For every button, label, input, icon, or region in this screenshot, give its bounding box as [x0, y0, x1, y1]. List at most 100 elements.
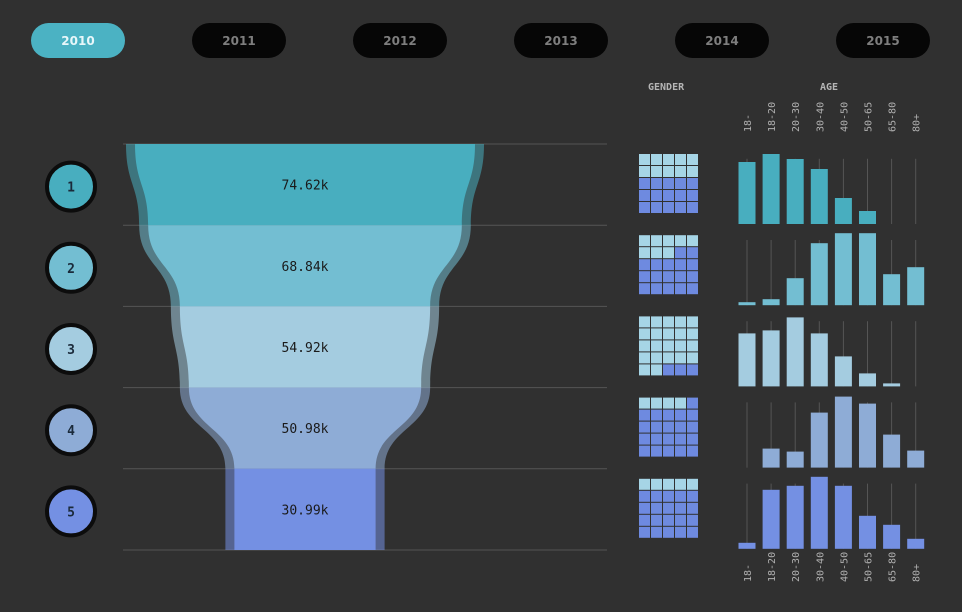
age-header: AGE [820, 82, 839, 93]
gender-cell [639, 514, 650, 526]
gender-cell [663, 190, 674, 201]
gender-cell [687, 271, 698, 283]
gender-cell [687, 316, 698, 328]
gender-cell [663, 478, 674, 490]
gender-cell [663, 502, 674, 514]
gender-cell [687, 166, 698, 177]
gender-cell [675, 490, 686, 502]
gender-cell [639, 397, 650, 409]
gender-cell [687, 178, 698, 189]
gender-cell [651, 235, 662, 247]
gender-cell [651, 340, 662, 352]
age-category-label-bottom: 18-20 [767, 552, 778, 582]
gender-cell [639, 316, 650, 328]
gender-cell [675, 247, 686, 259]
age-category-label-bottom: 65-80 [888, 552, 899, 582]
stage-circle [45, 404, 97, 457]
gender-cell [675, 202, 686, 213]
age-bar [859, 211, 876, 224]
gender-cell [675, 340, 686, 352]
funnel-value-label: 68.84k [282, 260, 329, 275]
funnel-segment [148, 225, 462, 307]
gender-cell [651, 178, 662, 189]
funnel-segment [135, 144, 475, 226]
gender-cell [663, 526, 674, 538]
age-bar [834, 396, 852, 468]
age-bar [738, 542, 756, 549]
year-button-2013[interactable]: 2013 [514, 23, 608, 58]
gender-cell [675, 271, 686, 283]
year-button-2011[interactable]: 2011 [192, 23, 286, 58]
funnel-segment [234, 468, 376, 550]
gender-cell [651, 316, 662, 328]
gender-cell [663, 340, 674, 352]
gender-cell [639, 340, 650, 352]
gender-cell [651, 259, 662, 271]
age-bar [834, 198, 852, 224]
age-category-label-top: 18-20 [767, 102, 778, 132]
gender-cell [687, 364, 698, 376]
stage-circle [45, 323, 97, 375]
gender-cell [639, 490, 650, 502]
gender-cell [687, 340, 698, 352]
gender-cell [675, 364, 686, 376]
gender-cell [687, 247, 698, 259]
gender-cell [687, 235, 698, 247]
gender-cell [639, 259, 650, 271]
gender-cell [675, 235, 686, 247]
gender-cell [639, 178, 650, 189]
gender-cell [639, 283, 650, 295]
age-bar [907, 538, 925, 549]
gender-cell [639, 235, 650, 247]
stage-circle [45, 241, 97, 294]
gender-cell [651, 490, 662, 502]
gender-cell [651, 433, 662, 445]
year-button-2010[interactable]: 2010 [31, 23, 125, 58]
year-button-2014[interactable]: 2014 [675, 23, 769, 58]
age-bar [762, 448, 780, 468]
age-bar [810, 243, 828, 306]
age-bar [762, 330, 780, 387]
gender-cell [663, 514, 674, 526]
gender-cell [663, 166, 674, 177]
gender-cell [663, 397, 674, 409]
gender-cell [675, 502, 686, 514]
gender-cell [663, 433, 674, 445]
gender-cell [687, 259, 698, 271]
gender-cell [687, 421, 698, 433]
stage-number: 5 [67, 505, 75, 520]
gender-cell [687, 352, 698, 364]
age-category-label-bottom: 20-30 [791, 552, 802, 582]
age-bar [762, 154, 780, 224]
stage-circle [45, 485, 97, 538]
gender-header: GENDER [648, 82, 685, 93]
gender-cell [687, 433, 698, 445]
gender-cell [675, 316, 686, 328]
gender-cell [663, 364, 674, 376]
age-bar [859, 515, 876, 549]
gender-cell [651, 478, 662, 490]
age-bar [786, 485, 804, 549]
age-category-label-bottom: 50-65 [864, 552, 875, 582]
age-bar [859, 403, 876, 468]
year-button-2012[interactable]: 2012 [353, 23, 447, 58]
gender-cell [639, 328, 650, 340]
age-bar [810, 476, 828, 549]
gender-cell [687, 478, 698, 490]
age-bar [786, 159, 804, 224]
year-button-2015[interactable]: 2015 [836, 23, 930, 58]
gender-cell [639, 409, 650, 421]
gender-cell [663, 247, 674, 259]
gender-cell [675, 421, 686, 433]
age-bar [859, 373, 876, 387]
gender-cell [651, 328, 662, 340]
gender-cell [639, 202, 650, 213]
gender-cell [675, 154, 686, 165]
gender-cell [651, 283, 662, 295]
age-bar [786, 278, 804, 306]
funnel-segment [179, 306, 431, 388]
gender-cell [651, 526, 662, 538]
